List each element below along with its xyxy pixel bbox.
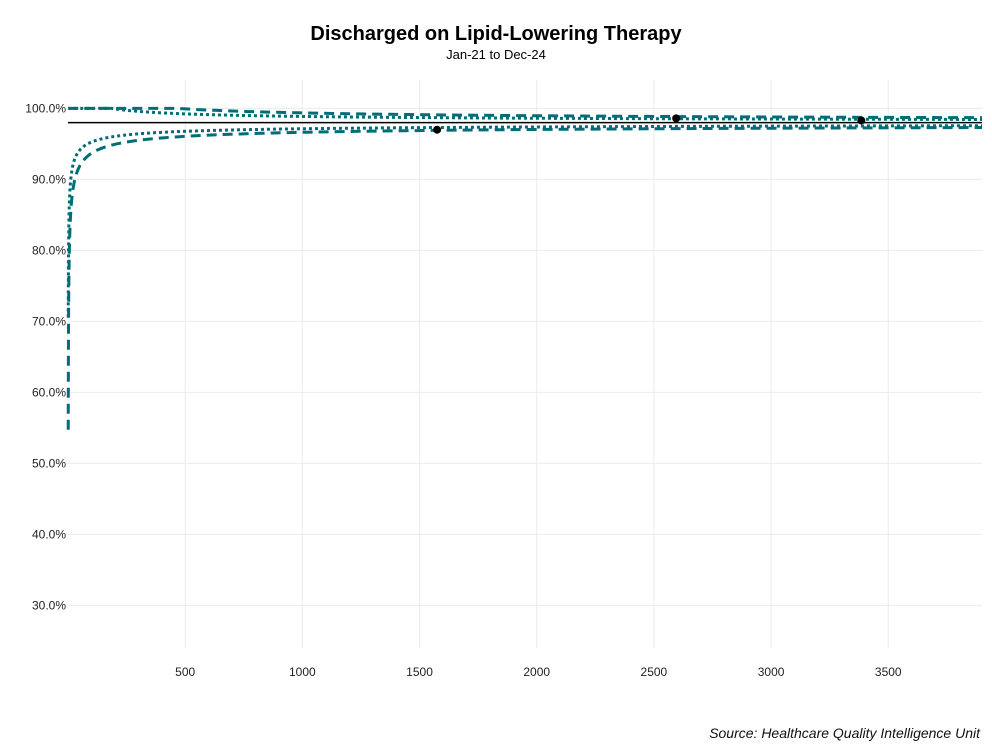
x-tick-label: 2000 xyxy=(523,665,550,679)
grid-layer xyxy=(68,80,982,648)
x-tick-label: 3500 xyxy=(875,665,902,679)
x-tick-label: 2500 xyxy=(641,665,668,679)
data-point xyxy=(672,114,681,123)
data-point xyxy=(857,116,866,125)
x-tick-label: 1000 xyxy=(289,665,316,679)
upper-dashed-limit-line xyxy=(68,106,983,120)
y-tick-label: 80.0% xyxy=(32,243,66,257)
x-tick-label: 3000 xyxy=(758,665,785,679)
y-tick-label: 30.0% xyxy=(32,598,66,612)
data-point xyxy=(433,125,442,134)
lower-dotted-limit-line xyxy=(66,124,983,318)
y-tick-label: 90.0% xyxy=(32,172,66,186)
x-tick-label: 500 xyxy=(175,665,195,679)
y-tick-label: 50.0% xyxy=(32,456,66,470)
y-tick-label: 40.0% xyxy=(32,527,66,541)
x-tick-label: 1500 xyxy=(406,665,433,679)
chart-title: Discharged on Lipid-Lowering Therapy xyxy=(310,23,682,45)
control-limits xyxy=(66,106,983,430)
chart-caption: Source: Healthcare Quality Intelligence … xyxy=(709,725,981,741)
y-tick-label: 100.0% xyxy=(25,101,66,115)
y-tick-label: 60.0% xyxy=(32,385,66,399)
y-axis: 30.0% 40.0% 50.0% 60.0% 70.0% 80.0% 90.0% 100.0… xyxy=(25,101,66,612)
data-points xyxy=(433,114,866,134)
lower-dashed-limit-line xyxy=(66,126,983,430)
chart-subtitle: Jan-21 to Dec-24 xyxy=(446,47,546,62)
y-tick-label: 70.0% xyxy=(32,314,66,328)
x-axis: 500 1000 1500 2000 2500 3000 3500 xyxy=(175,665,902,679)
